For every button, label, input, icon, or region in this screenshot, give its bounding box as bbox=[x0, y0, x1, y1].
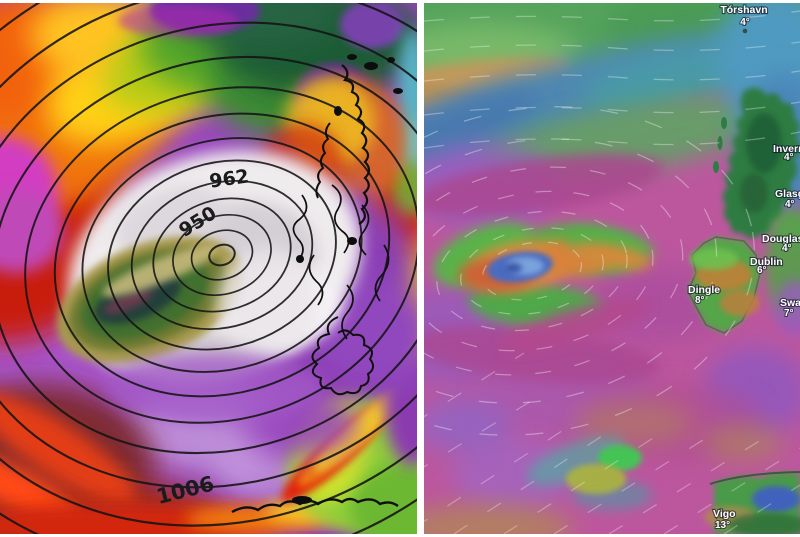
land-britain-sliver bbox=[766, 210, 800, 336]
city-temp: 4° bbox=[782, 243, 792, 254]
city-name: Douglas bbox=[762, 233, 800, 245]
landmasses bbox=[687, 87, 800, 534]
right-map-panel[interactable]: Tórshavn 4° Inverness 4° Glasgow 4° Doug… bbox=[424, 3, 800, 534]
city-temp: 13° bbox=[715, 520, 730, 531]
city-label-vigo[interactable]: Vigo 13° bbox=[712, 507, 737, 532]
map-divider bbox=[417, 0, 424, 537]
city-label-swansea[interactable]: Swansea 7° bbox=[779, 296, 800, 320]
cyclone-center bbox=[433, 222, 654, 352]
city-temp: 8° bbox=[695, 295, 705, 306]
city-label-inverness[interactable]: Inverness 4° bbox=[772, 142, 800, 164]
wind-streamlines bbox=[424, 10, 800, 534]
wind-map-svg: Tórshavn 4° Inverness 4° Glasgow 4° Doug… bbox=[424, 3, 800, 534]
city-temp: 7° bbox=[784, 308, 794, 319]
city-name: Inverness bbox=[773, 143, 800, 155]
land-ireland bbox=[687, 236, 761, 334]
isobar-label-962: 962 bbox=[208, 165, 250, 192]
isobar-contours bbox=[0, 3, 417, 534]
land-scotland bbox=[713, 87, 800, 239]
city-label-dublin[interactable]: Dublin 6° bbox=[749, 255, 784, 277]
city-temp: 4° bbox=[785, 199, 795, 210]
city-name: Vigo bbox=[713, 508, 736, 520]
station-marker-icon bbox=[742, 28, 748, 34]
city-label-torshavn[interactable]: Tórshavn 4° bbox=[719, 3, 769, 34]
land-iberia bbox=[704, 471, 800, 534]
left-map-panel[interactable]: 950 962 1006 bbox=[0, 3, 417, 534]
city-name: Dingle bbox=[688, 284, 720, 296]
city-labels: Tórshavn 4° Inverness 4° Glasgow 4° Doug… bbox=[687, 3, 800, 532]
city-name: Dublin bbox=[750, 256, 783, 268]
city-name: Glasgow bbox=[775, 188, 800, 200]
pressure-chart-svg: 950 962 1006 bbox=[0, 3, 417, 534]
city-temp: 4° bbox=[740, 17, 750, 28]
city-label-glasgow[interactable]: Glasgow 4° bbox=[774, 187, 800, 211]
city-temp: 6° bbox=[757, 265, 767, 276]
city-temp: 4° bbox=[784, 152, 794, 163]
city-name: Tórshavn bbox=[720, 4, 767, 16]
city-label-dingle[interactable]: Dingle 8° bbox=[687, 283, 721, 307]
city-label-douglas[interactable]: Douglas 4° bbox=[761, 232, 800, 255]
city-name: Swansea bbox=[780, 297, 800, 309]
coastlines bbox=[231, 54, 403, 514]
